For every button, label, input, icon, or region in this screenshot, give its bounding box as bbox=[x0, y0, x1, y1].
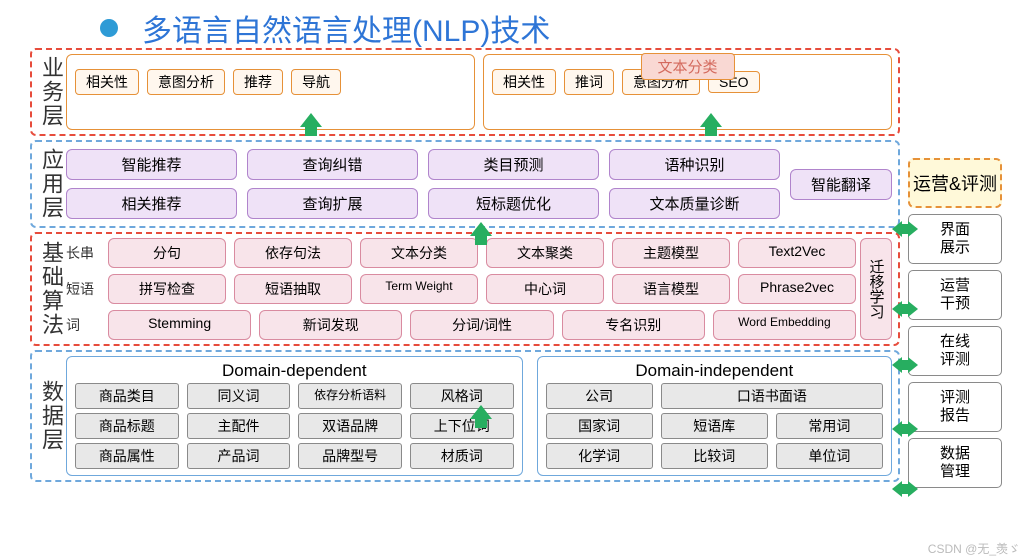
algo-pill: Term Weight bbox=[360, 274, 478, 304]
layer-label-application: 应用层 bbox=[36, 146, 66, 222]
algo-row-label: 词 bbox=[66, 315, 102, 335]
arrow-up-icon bbox=[300, 113, 322, 127]
arrow-up-icon bbox=[700, 113, 722, 127]
app-pill: 查询扩展 bbox=[247, 188, 418, 219]
layer-label-algorithm: 基础算法 bbox=[36, 238, 66, 340]
layer-algorithm: 基础算法 长串分句依存句法文本分类文本聚类主题模型 Text2Vec 短语拼写检查短… bbox=[30, 232, 900, 346]
data-cell: 商品类目 bbox=[75, 383, 179, 409]
business-right-head: 文本分类 bbox=[640, 53, 734, 80]
data-dependent-panel: Domain-dependent 商品类目同义词依存分析语料风格词商品标题主配件… bbox=[66, 356, 523, 476]
data-cell: 商品属性 bbox=[75, 443, 179, 469]
tag-item: 相关性 bbox=[492, 69, 556, 95]
side-item: 数据管理 bbox=[908, 438, 1002, 488]
app-pill: 文本质量诊断 bbox=[609, 188, 780, 219]
algo-pill: 分句 bbox=[108, 238, 226, 268]
side-head-text: 运营&评测 bbox=[913, 174, 997, 194]
data-cell: 双语品牌 bbox=[298, 413, 402, 439]
tag-item: 意图分析 bbox=[147, 69, 225, 95]
app-pill: 类目预测 bbox=[428, 149, 599, 180]
data-cell: 化学词 bbox=[546, 443, 653, 469]
app-pill: 智能推荐 bbox=[66, 149, 237, 180]
algo-pill: 拼写检查 bbox=[108, 274, 226, 304]
algo-pill: 短语抽取 bbox=[234, 274, 352, 304]
arrow-up-icon bbox=[470, 222, 492, 236]
side-item: 界面展示 bbox=[908, 214, 1002, 264]
page-title: 多语言自然语言处理(NLP)技术 bbox=[142, 6, 550, 50]
data-cell: 公司 bbox=[546, 383, 653, 409]
data-cell: 商品标题 bbox=[75, 413, 179, 439]
data-cell: 材质词 bbox=[410, 443, 514, 469]
watermark: CSDN @无_羡ゞ bbox=[928, 540, 1020, 557]
data-cell: 品牌型号 bbox=[298, 443, 402, 469]
algo-pill: Stemming bbox=[108, 310, 251, 340]
arrow-up-icon bbox=[470, 405, 492, 419]
algo-pill: Word Embedding bbox=[713, 310, 856, 340]
algorithm-side: 迁移学习 bbox=[860, 238, 892, 340]
layer-application: 应用层 智能推荐相关推荐查询纠错查询扩展类目预测短标题优化语种识别文本质量诊断智… bbox=[30, 140, 900, 228]
data-dependent-title: Domain-dependent bbox=[75, 361, 514, 381]
app-pill: 语种识别 bbox=[609, 149, 780, 180]
data-dependent-grid: 商品类目同义词依存分析语料风格词商品标题主配件双语品牌上下位词商品属性产品词品牌… bbox=[75, 383, 514, 469]
arrow-lr-icon bbox=[892, 480, 918, 498]
algo-pill: Phrase2vec bbox=[738, 274, 856, 304]
tag-item: 相关性 bbox=[75, 69, 139, 95]
algo-pill: 专名识别 bbox=[562, 310, 705, 340]
data-cell: 依存分析语料 bbox=[298, 383, 402, 409]
data-independent-panel: Domain-independent 公司口语书面语国家词短语库常用词化学词比较… bbox=[537, 356, 892, 476]
side-head: 运营&评测 bbox=[908, 158, 1002, 208]
main-stack: 业务层 相关性意图分析推荐导航 文本分类 相关性推词意图分析SEO 应用层 智能… bbox=[30, 48, 900, 486]
title-row: 多语言自然语言处理(NLP)技术 bbox=[0, 0, 1026, 54]
algo-pill: 主题模型 bbox=[612, 238, 730, 268]
algo-pill: Text2Vec bbox=[738, 238, 856, 268]
data-cell: 主配件 bbox=[187, 413, 291, 439]
app-pill: 智能翻译 bbox=[790, 169, 892, 200]
data-cell: 单位词 bbox=[776, 443, 883, 469]
app-pill: 查询纠错 bbox=[247, 149, 418, 180]
data-cell: 产品词 bbox=[187, 443, 291, 469]
bullet-icon bbox=[100, 19, 118, 37]
business-right-head-text: 文本分类 bbox=[657, 59, 717, 76]
layer-business: 业务层 相关性意图分析推荐导航 文本分类 相关性推词意图分析SEO bbox=[30, 48, 900, 136]
tag-item: 推词 bbox=[564, 69, 614, 95]
layer-data: 数据层 Domain-dependent 商品类目同义词依存分析语料风格词商品标… bbox=[30, 350, 900, 482]
data-cell: 同义词 bbox=[187, 383, 291, 409]
arrow-lr-icon bbox=[892, 220, 918, 238]
business-left-panel: 相关性意图分析推荐导航 bbox=[66, 54, 475, 130]
side-item: 运营干预 bbox=[908, 270, 1002, 320]
data-cell: 风格词 bbox=[410, 383, 514, 409]
algo-pill: 文本聚类 bbox=[486, 238, 604, 268]
data-independent-grid: 公司口语书面语国家词短语库常用词化学词比较词单位词 bbox=[546, 383, 883, 469]
algo-pill: 中心词 bbox=[486, 274, 604, 304]
algo-pill: 语言模型 bbox=[612, 274, 730, 304]
data-cell: 上下位词 bbox=[410, 413, 514, 439]
tag-item: 导航 bbox=[291, 69, 341, 95]
data-cell: 常用词 bbox=[776, 413, 883, 439]
app-pill: 短标题优化 bbox=[428, 188, 599, 219]
side-item: 在线评测 bbox=[908, 326, 1002, 376]
layer-label-business: 业务层 bbox=[36, 54, 66, 130]
arrow-lr-icon bbox=[892, 420, 918, 438]
application-grid: 智能推荐相关推荐查询纠错查询扩展类目预测短标题优化语种识别文本质量诊断智能翻译 bbox=[66, 146, 892, 222]
data-cell: 国家词 bbox=[546, 413, 653, 439]
data-independent-title: Domain-independent bbox=[546, 361, 883, 381]
data-cell: 比较词 bbox=[661, 443, 768, 469]
algorithm-body: 长串分句依存句法文本分类文本聚类主题模型 Text2Vec 短语拼写检查短语抽取 Te… bbox=[66, 238, 856, 340]
algo-pill: 分词/词性 bbox=[410, 310, 553, 340]
algo-pill: 文本分类 bbox=[360, 238, 478, 268]
data-cell: 口语书面语 bbox=[661, 383, 883, 409]
algo-pill: 依存句法 bbox=[234, 238, 352, 268]
algo-row-label: 短语 bbox=[66, 279, 102, 299]
arrow-lr-icon bbox=[892, 356, 918, 374]
layer-label-data: 数据层 bbox=[36, 356, 66, 476]
app-pill: 相关推荐 bbox=[66, 188, 237, 219]
side-column: 运营&评测 界面展示运营干预在线评测评测报告数据管理 bbox=[908, 158, 1002, 494]
data-cell: 短语库 bbox=[661, 413, 768, 439]
business-right-panel: 文本分类 相关性推词意图分析SEO bbox=[483, 54, 892, 130]
tag-item: 推荐 bbox=[233, 69, 283, 95]
algo-pill: 新词发现 bbox=[259, 310, 402, 340]
side-item: 评测报告 bbox=[908, 382, 1002, 432]
arrow-lr-icon bbox=[892, 300, 918, 318]
algo-row-label: 长串 bbox=[66, 243, 102, 263]
business-left-tags: 相关性意图分析推荐导航 bbox=[75, 69, 466, 95]
